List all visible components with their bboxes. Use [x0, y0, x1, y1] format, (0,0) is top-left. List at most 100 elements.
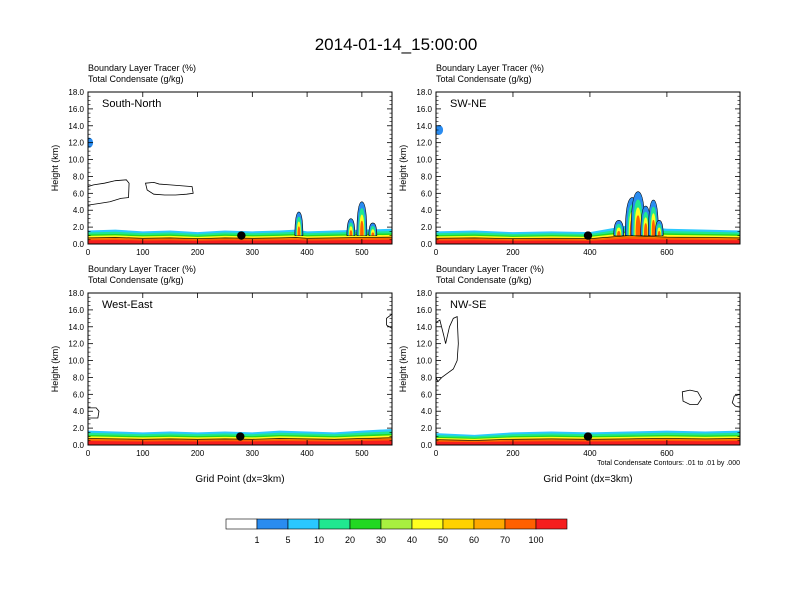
y-tick-label: 0.0 [421, 240, 433, 249]
plot-area [88, 313, 392, 445]
y-tick-label: 4.0 [421, 407, 433, 416]
y-tick-label: 12.0 [416, 139, 432, 148]
colorbar-swatch [256, 518, 289, 530]
y-tick-label: 8.0 [421, 172, 433, 181]
y-tick-label: 6.0 [421, 390, 433, 399]
colorbar-label: 5 [285, 535, 290, 545]
location-marker [583, 231, 593, 240]
colorbar-label: 100 [528, 535, 543, 545]
x-tick-label: 300 [246, 248, 260, 257]
colorbar-label: 20 [345, 535, 355, 545]
y-tick-label: 16.0 [68, 306, 84, 315]
colorbar: 1 5 10 20 30 40 50 60 70 100 [225, 518, 568, 545]
x-tick-label: 0 [434, 449, 439, 458]
x-tick-label: 200 [191, 248, 205, 257]
y-tick-label: 16.0 [416, 306, 432, 315]
y-tick-label: 12.0 [68, 340, 84, 349]
colorbar-swatch [473, 518, 506, 530]
condensate-contour-0 [88, 179, 130, 206]
y-tick-label: 18.0 [416, 88, 432, 97]
x-tick-label: 100 [136, 248, 150, 257]
x-tick-label: 100 [136, 449, 150, 458]
condensate-contour-0 [88, 407, 100, 419]
y-tick-label: 10.0 [416, 357, 432, 366]
plot-frame [87, 292, 393, 446]
y-tick-label: 10.0 [68, 156, 84, 165]
y-tick-label: 16.0 [68, 105, 84, 114]
colorbar-label: 50 [438, 535, 448, 545]
colorbar-swatch [380, 518, 413, 530]
y-tick-label: 14.0 [416, 323, 432, 332]
y-tick-label: 0.0 [421, 441, 433, 450]
y-tick-label: 2.0 [73, 424, 85, 433]
colorbar-label: 60 [469, 535, 479, 545]
panel-subtitle-1: Boundary Layer Tracer (%) [88, 63, 196, 73]
y-tick-label: 12.0 [68, 139, 84, 148]
y-axis-label: Height (km) [50, 145, 60, 192]
panel-subtitle-1: Boundary Layer Tracer (%) [436, 63, 544, 73]
y-tick-label: 10.0 [68, 357, 84, 366]
y-axis-label: Height (km) [50, 346, 60, 393]
colorbar-swatch [411, 518, 444, 530]
convection-plume-3 [643, 223, 648, 236]
colorbar-swatch [504, 518, 537, 530]
location-marker [237, 231, 246, 240]
y-axis-label: Height (km) [398, 346, 408, 393]
x-tick-label: 200 [191, 449, 205, 458]
location-marker [583, 432, 593, 441]
y-tick-label: 0.0 [73, 240, 85, 249]
x-tick-label: 0 [434, 248, 439, 257]
figure-title: 2014-01-14_15:00:00 [315, 35, 478, 54]
panel-name: West-East [102, 299, 153, 311]
convection-plume-0 [617, 230, 621, 236]
y-tick-label: 14.0 [68, 323, 84, 332]
panels: 0.0 2.0 4.0 6.0 8.0 10.0 12.0 14.0 16.0 18.0 0 100 2… [50, 63, 741, 485]
convection-plume-3 [371, 232, 375, 236]
tracer-band-6 [436, 238, 740, 244]
convection-plume-2 [360, 220, 364, 236]
plot-area [436, 125, 740, 244]
convection-plume-2 [635, 215, 641, 236]
tracer-contour-line [88, 236, 392, 239]
tracer-band-6 [88, 239, 392, 244]
tracer-band-6 [436, 440, 740, 445]
x-tick-label: 400 [300, 449, 314, 458]
location-marker [236, 432, 245, 441]
colorbar-label: 30 [376, 535, 386, 545]
plot-area [436, 316, 740, 445]
colorbar-label: 1 [254, 535, 259, 545]
y-tick-label: 16.0 [416, 105, 432, 114]
y-tick-label: 4.0 [73, 407, 85, 416]
condensate-contour-1 [681, 389, 702, 405]
y-tick-label: 2.0 [73, 223, 85, 232]
colorbar-label: 10 [314, 535, 324, 545]
x-tick-label: 500 [355, 449, 369, 458]
colorbar-label: 40 [407, 535, 417, 545]
condensate-contour-2 [731, 393, 740, 408]
y-tick-label: 18.0 [68, 88, 84, 97]
y-tick-label: 18.0 [68, 289, 84, 298]
colorbar-swatch [318, 518, 351, 530]
panel-subtitle-2: Total Condensate (g/kg) [436, 74, 532, 84]
panel-nw-se: 0.0 2.0 4.0 6.0 8.0 10.0 12.0 14.0 16.0 18.0 0 200 4… [398, 264, 741, 485]
convection-plume-4 [651, 219, 656, 236]
panel-subtitle-1: Boundary Layer Tracer (%) [88, 264, 196, 274]
x-tick-label: 200 [506, 449, 520, 458]
panel-subtitle-2: Total Condensate (g/kg) [88, 74, 184, 84]
y-tick-label: 4.0 [73, 206, 85, 215]
y-tick-label: 14.0 [68, 122, 84, 131]
y-tick-label: 8.0 [421, 373, 433, 382]
colorbar-label: 70 [500, 535, 510, 545]
x-tick-label: 300 [246, 449, 260, 458]
y-tick-label: 18.0 [416, 289, 432, 298]
y-tick-label: 6.0 [421, 189, 433, 198]
y-tick-label: 2.0 [421, 223, 433, 232]
convection-plume-0 [297, 226, 301, 236]
y-tick-label: 4.0 [421, 206, 433, 215]
x-tick-label: 600 [660, 449, 674, 458]
x-axis-label: Grid Point (dx=3km) [543, 474, 632, 485]
y-tick-label: 8.0 [73, 172, 85, 181]
y-tick-label: 2.0 [421, 424, 433, 433]
panel-sw-ne: 0.0 2.0 4.0 6.0 8.0 10.0 12.0 14.0 16.0 18.0 0 200 4… [398, 63, 741, 257]
y-tick-label: 14.0 [416, 122, 432, 131]
